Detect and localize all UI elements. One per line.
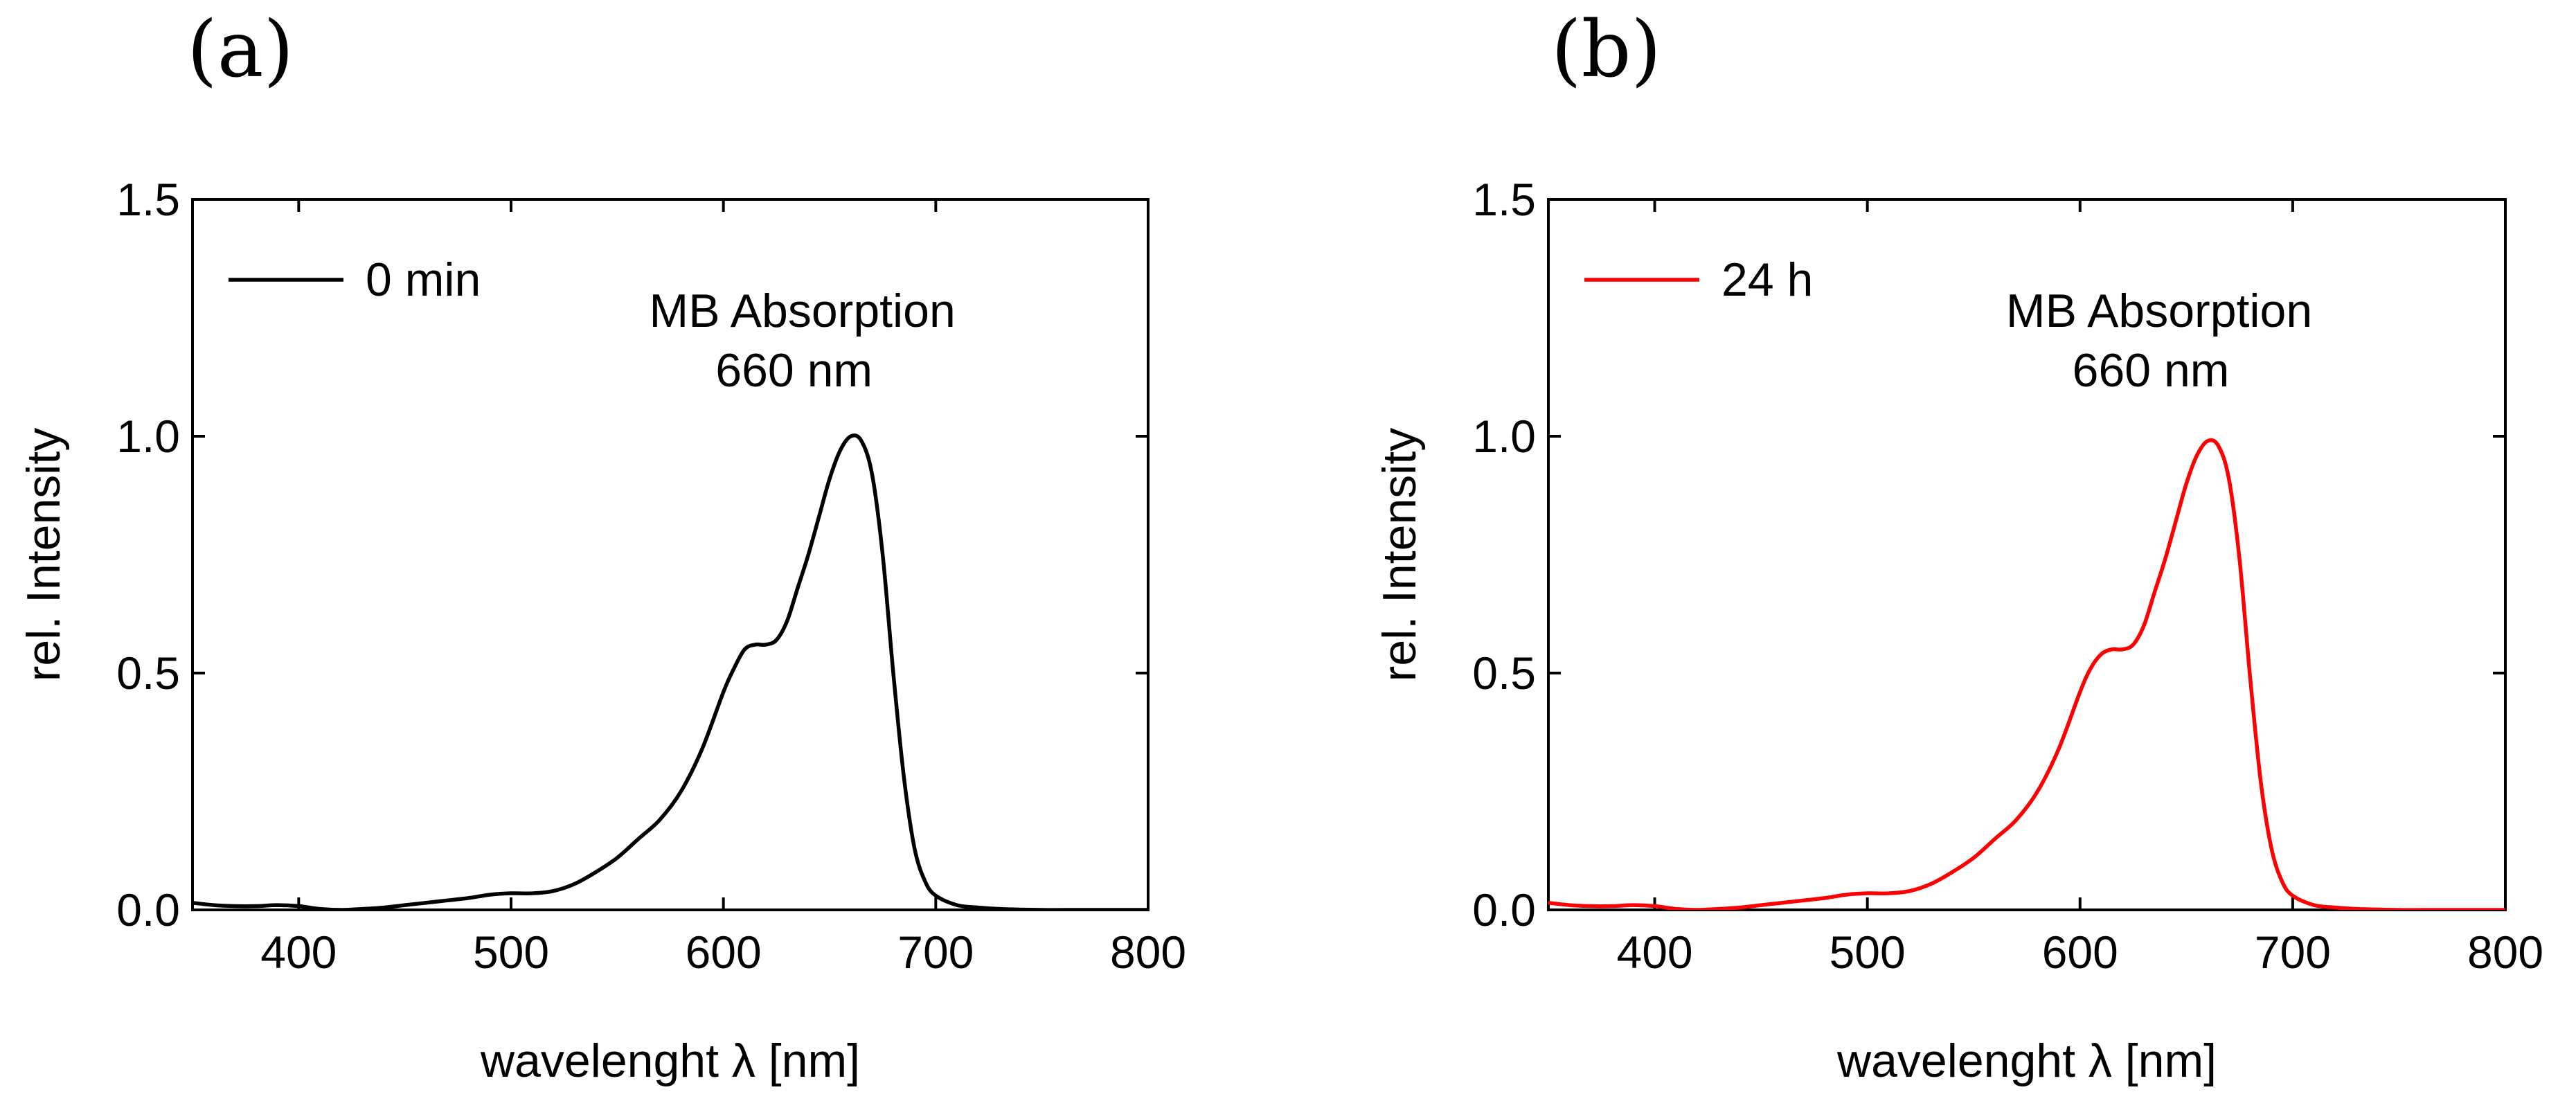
chart-a-panel-label: (a) — [187, 5, 294, 95]
chart-a: (a) 400 500 600 700 800 0.0 0.5 1.0 1.5 wavelenght… — [17, 5, 1186, 1087]
chart-a-y-tick-label: 0.5 — [116, 647, 180, 699]
chart-b-x-tick-label: 400 — [1616, 927, 1692, 978]
chart-a-x-axis-title: wavelenght λ [nm] — [480, 1035, 860, 1087]
chart-b-x-tick-label: 700 — [2255, 927, 2331, 978]
chart-b-y-tick-label: 0.5 — [1472, 647, 1536, 699]
chart-b-annotation-line2: 660 nm — [2073, 344, 2230, 397]
chart-a-annotation-line2: 660 nm — [715, 344, 873, 397]
chart-b-y-axis-title: rel. Intensity — [1373, 428, 1426, 682]
chart-a-y-tick-label: 1.0 — [116, 411, 180, 462]
chart-b-x-tick-label: 500 — [1830, 927, 1906, 978]
chart-b-series-line — [1548, 438, 2505, 910]
chart-a-series-line — [193, 433, 1148, 910]
chart-b-y-tick-label: 1.0 — [1472, 411, 1536, 462]
chart-b-x-axis-title: wavelenght λ [nm] — [1836, 1035, 2217, 1087]
chart-a-legend-label: 0 min — [366, 253, 481, 306]
chart-a-x-tick-label: 400 — [260, 927, 337, 978]
chart-b-panel-label: (b) — [1551, 5, 1661, 95]
chart-a-x-tick-label: 800 — [1110, 927, 1186, 978]
chart-a-x-tick-label: 600 — [686, 927, 762, 978]
chart-b-annotation-line1: MB Absorption — [2006, 285, 2312, 337]
chart-a-y-axis-title: rel. Intensity — [17, 428, 70, 682]
chart-b-x-tick-label: 800 — [2467, 927, 2543, 978]
chart-a-y-tick-label: 0.0 — [116, 884, 180, 936]
chart-b: (b) 400 500 600 700 800 0.0 0.5 1.0 1.5 wavelenght… — [1373, 5, 2543, 1087]
chart-b-legend-label: 24 h — [1721, 253, 1813, 306]
chart-b-y-tick-label: 1.5 — [1472, 174, 1536, 225]
chart-b-x-tick-label: 600 — [2042, 927, 2118, 978]
chart-a-x-tick-label: 700 — [897, 927, 974, 978]
chart-a-plot-frame — [191, 198, 1150, 911]
chart-b-y-tick-label: 0.0 — [1472, 884, 1536, 936]
chart-a-y-tick-label: 1.5 — [116, 174, 180, 225]
chart-b-plot-frame — [1547, 198, 2507, 911]
chart-a-annotation-line1: MB Absorption — [650, 285, 956, 337]
chart-a-x-tick-label: 500 — [473, 927, 549, 978]
